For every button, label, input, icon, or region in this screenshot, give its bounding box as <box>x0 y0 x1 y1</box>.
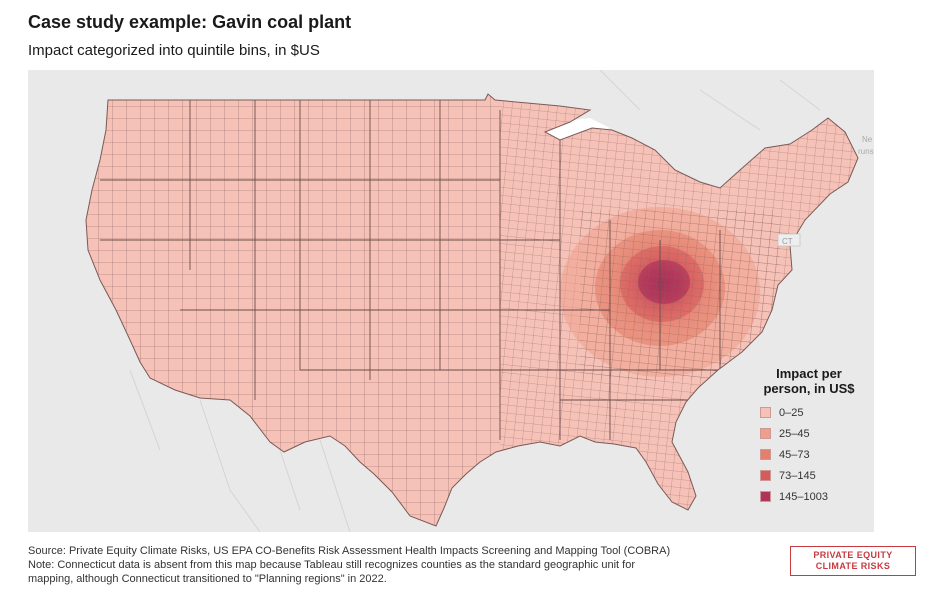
legend-title-line1: Impact per <box>776 366 842 381</box>
legend-label: 0–25 <box>779 406 804 419</box>
map-svg: CT Ne runs <box>0 70 936 532</box>
connecticut-gap <box>777 233 801 247</box>
legend-label: 73–145 <box>779 469 816 482</box>
legend-item: 45–73 <box>754 444 864 465</box>
legend-label: 145–1003 <box>779 490 828 503</box>
note-text-line2: mapping, although Connecticut transition… <box>28 573 387 585</box>
legend-swatch <box>760 491 771 502</box>
basemap-label-ne: Ne <box>862 135 873 144</box>
map-title: Case study example: Gavin coal plant <box>28 12 352 32</box>
note-text-line1: Note: Connecticut data is absent from th… <box>28 559 635 571</box>
legend-title: Impact per person, in US$ <box>754 366 864 396</box>
logo-line2: CLIMATE RISKS <box>815 561 891 571</box>
legend-swatch <box>760 449 771 460</box>
logo-line1: PRIVATE EQUITY <box>813 550 893 560</box>
legend-title-line2: person, in US$ <box>763 381 855 396</box>
pecr-logo: PRIVATE EQUITY CLIMATE RISKS <box>790 546 916 576</box>
map-subtitle: Impact categorized into quintile bins, i… <box>28 42 320 59</box>
legend-item: 73–145 <box>754 465 864 486</box>
legend: Impact per person, in US$ 0–25 25–45 45–… <box>754 366 864 507</box>
legend-label: 45–73 <box>779 448 810 461</box>
source-text: Source: Private Equity Climate Risks, US… <box>28 545 671 557</box>
basemap-label-runs: runs <box>858 147 874 156</box>
legend-label: 25–45 <box>779 427 810 440</box>
legend-swatch <box>760 407 771 418</box>
legend-item: 0–25 <box>754 402 864 423</box>
footer-notes: Source: Private Equity Climate Risks, US… <box>28 544 768 586</box>
legend-item: 145–1003 <box>754 486 864 507</box>
state-borders <box>100 100 721 440</box>
connecticut-label: CT <box>782 237 793 246</box>
choropleth-map: CT Ne runs <box>0 70 936 532</box>
legend-swatch <box>760 470 771 481</box>
legend-item: 25–45 <box>754 423 864 444</box>
legend-swatch <box>760 428 771 439</box>
